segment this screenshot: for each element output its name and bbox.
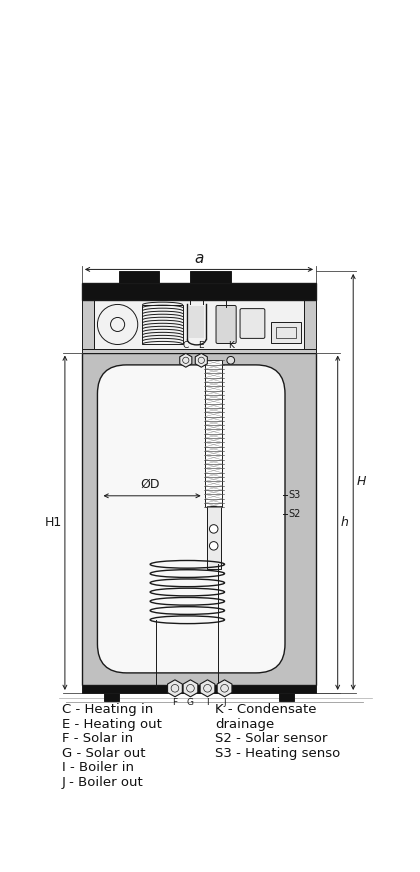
Circle shape	[210, 542, 218, 550]
Text: K: K	[228, 341, 234, 351]
Circle shape	[210, 525, 218, 533]
Polygon shape	[168, 680, 182, 697]
Bar	[82, 349, 316, 352]
Text: S3: S3	[288, 490, 300, 500]
Text: H: H	[356, 475, 366, 488]
FancyBboxPatch shape	[240, 309, 265, 338]
Text: E - Heating out: E - Heating out	[62, 718, 162, 731]
Bar	[119, 271, 160, 283]
Polygon shape	[217, 680, 232, 697]
Text: C - Heating in: C - Heating in	[62, 703, 153, 716]
Bar	[190, 271, 231, 283]
Text: S2: S2	[288, 509, 300, 520]
Text: G - Solar out: G - Solar out	[62, 746, 145, 760]
Bar	[82, 300, 94, 349]
Polygon shape	[180, 353, 192, 367]
FancyBboxPatch shape	[97, 364, 285, 673]
Polygon shape	[195, 353, 207, 367]
Bar	[205, 360, 222, 508]
Text: S2 - Solar sensor: S2 - Solar sensor	[215, 732, 328, 746]
Text: I - Boiler in: I - Boiler in	[62, 761, 134, 774]
Bar	[82, 352, 316, 685]
Circle shape	[227, 357, 235, 364]
Text: K - Condensate: K - Condensate	[215, 703, 317, 716]
Bar	[271, 322, 300, 343]
Polygon shape	[200, 680, 215, 697]
Bar	[276, 327, 296, 338]
Text: drainage: drainage	[215, 718, 275, 731]
Bar	[279, 693, 294, 700]
Text: I: I	[206, 698, 209, 707]
Bar	[82, 283, 316, 300]
Text: G: G	[187, 698, 194, 707]
Text: F - Solar in: F - Solar in	[62, 732, 133, 746]
Text: E: E	[199, 341, 204, 351]
Polygon shape	[183, 680, 198, 697]
Bar	[94, 300, 304, 349]
Text: h: h	[341, 516, 349, 529]
Bar	[82, 685, 316, 693]
Bar	[104, 693, 119, 700]
FancyBboxPatch shape	[216, 305, 236, 344]
Bar	[207, 506, 220, 569]
Text: S3 - Heating senso: S3 - Heating senso	[215, 746, 341, 760]
Bar	[142, 305, 183, 344]
Bar	[304, 300, 316, 349]
Text: F: F	[172, 698, 178, 707]
Bar	[189, 305, 205, 338]
Text: J: J	[223, 698, 226, 707]
Text: ØD: ØD	[141, 478, 160, 491]
Text: a: a	[194, 250, 204, 266]
Text: H1: H1	[45, 516, 62, 529]
Text: J - Boiler out: J - Boiler out	[62, 776, 144, 789]
Text: C: C	[183, 341, 189, 351]
